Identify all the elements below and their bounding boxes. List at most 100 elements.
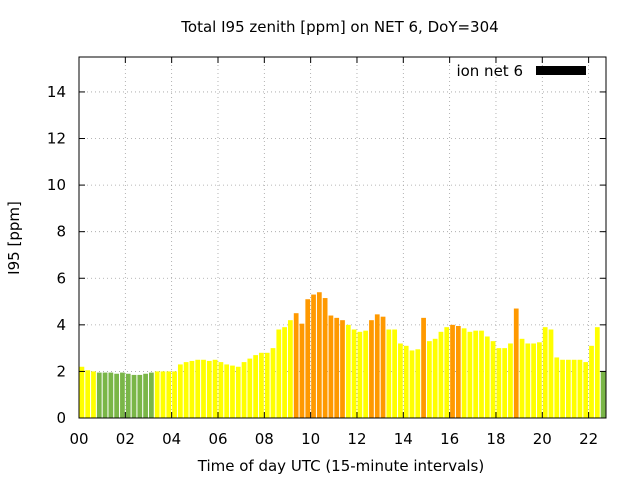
bar — [403, 345, 409, 418]
bar — [224, 364, 230, 418]
x-tick-label: 04 — [162, 430, 181, 448]
bar — [114, 373, 120, 418]
bar — [334, 317, 340, 418]
bar — [172, 371, 177, 418]
bar — [450, 324, 455, 418]
bar — [363, 330, 369, 418]
bar — [183, 362, 189, 418]
y-tick-label: 10 — [47, 176, 66, 194]
bar — [177, 364, 183, 418]
bar — [131, 374, 137, 418]
bar — [120, 372, 125, 418]
bar — [102, 372, 108, 418]
bar — [537, 342, 542, 418]
bar — [484, 336, 490, 418]
bar — [79, 366, 85, 418]
grid — [79, 57, 606, 418]
x-axis-label: Time of day UTC (15-minute intervals) — [197, 457, 484, 475]
bar — [340, 320, 345, 418]
bar — [137, 374, 143, 418]
x-tick-label: 14 — [394, 430, 413, 448]
plot-frame — [78, 56, 607, 419]
x-tick-label: 10 — [301, 430, 320, 448]
bar — [577, 359, 583, 418]
bar — [288, 320, 293, 418]
bar — [316, 292, 322, 418]
bar — [571, 359, 577, 418]
legend-swatch — [536, 66, 586, 75]
bar — [455, 326, 461, 418]
bar — [554, 357, 560, 418]
bar — [600, 371, 606, 418]
bar — [594, 327, 600, 418]
bar — [565, 359, 571, 418]
bar — [519, 338, 525, 418]
x-tick-label: 08 — [255, 430, 274, 448]
legend: ion net 6 — [456, 62, 586, 80]
bar — [125, 373, 131, 418]
bar — [398, 343, 403, 418]
bar — [479, 330, 484, 418]
legend-label: ion net 6 — [456, 62, 523, 80]
bar — [415, 349, 421, 418]
bar — [293, 313, 299, 418]
y-tick-label: 12 — [47, 130, 66, 148]
bar — [230, 365, 235, 418]
bar — [195, 359, 201, 418]
y-tick-label: 4 — [56, 316, 66, 334]
bars — [79, 292, 606, 418]
bar — [548, 329, 554, 418]
bar — [253, 355, 259, 418]
bar — [247, 358, 253, 418]
bar — [467, 331, 473, 418]
x-tick-label: 20 — [533, 430, 552, 448]
bar — [299, 323, 305, 418]
bar — [369, 320, 374, 418]
bar — [531, 343, 536, 418]
bar — [502, 348, 508, 418]
bar — [409, 350, 415, 418]
bar — [311, 294, 316, 418]
bar — [322, 298, 328, 418]
bar — [525, 343, 531, 418]
chart-title: Total I95 zenith [ppm] on NET 6, DoY=304 — [180, 18, 498, 36]
bar — [189, 360, 195, 418]
bar — [583, 362, 589, 418]
y-tick-label: 0 — [56, 409, 66, 427]
x-tick-label: 02 — [116, 430, 135, 448]
x-tick-label: 18 — [486, 430, 505, 448]
bar — [386, 329, 392, 418]
bar — [392, 329, 397, 418]
x-tick-label: 06 — [208, 430, 227, 448]
bar — [149, 372, 154, 418]
bar — [235, 366, 241, 418]
bar — [542, 327, 548, 418]
bar — [282, 327, 287, 418]
bar — [380, 316, 386, 418]
y-tick-label: 14 — [47, 83, 66, 101]
bar — [160, 371, 166, 418]
bar — [91, 371, 96, 418]
bar — [96, 372, 102, 418]
bar — [218, 362, 224, 418]
bar — [241, 362, 247, 418]
bar — [264, 352, 270, 418]
bar — [589, 345, 594, 418]
bar — [259, 352, 264, 418]
bar — [270, 348, 276, 418]
bar — [108, 372, 114, 418]
x-tick-label: 16 — [440, 430, 459, 448]
bar — [496, 348, 502, 418]
bar — [201, 359, 206, 418]
y-axis-label: I95 [ppm] — [5, 201, 23, 275]
bar — [166, 371, 172, 418]
bar — [154, 371, 160, 418]
x-tick-label: 22 — [579, 430, 598, 448]
y-tick-label: 6 — [56, 269, 66, 287]
bar — [432, 338, 438, 418]
x-tick-label: 00 — [69, 430, 88, 448]
bar — [305, 299, 311, 418]
bar — [345, 324, 351, 418]
